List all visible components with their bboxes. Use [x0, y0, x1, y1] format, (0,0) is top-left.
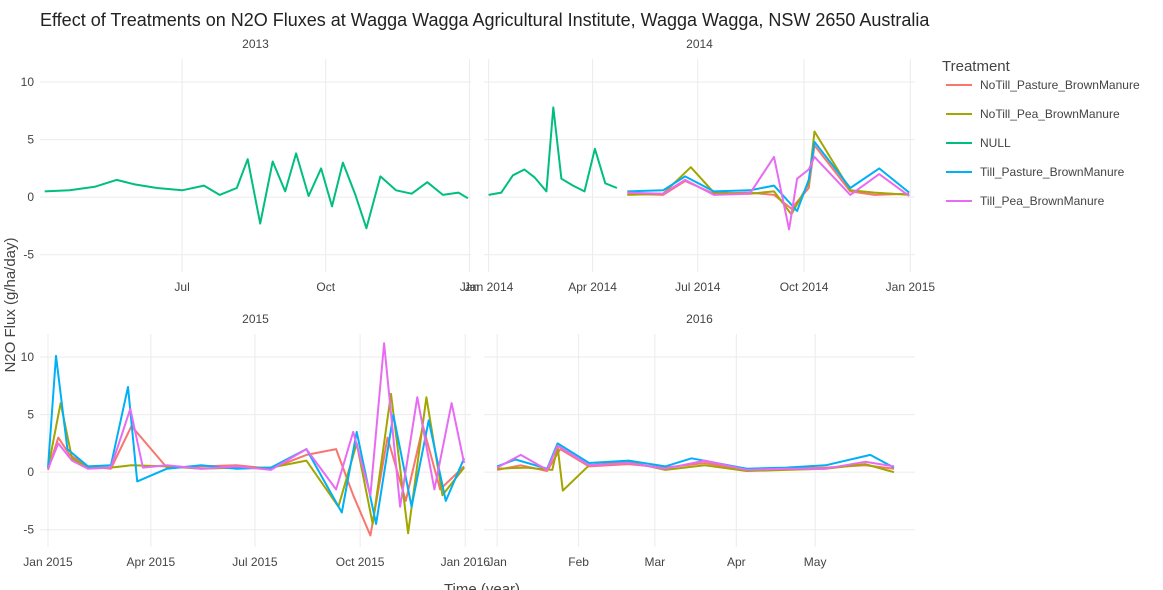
series-line-till-pasture-brownmanure: [627, 140, 910, 212]
facet-title: 2015: [242, 312, 269, 326]
x-tick-label: Apr 2015: [127, 555, 176, 569]
chart-title: Effect of Treatments on N2O Fluxes at Wa…: [40, 10, 930, 30]
legend-label: NoTill_Pea_BrownManure: [980, 107, 1120, 121]
series-line-notill-pasture-brownmanure: [496, 448, 895, 472]
x-tick-label: May: [804, 555, 827, 569]
legend-item: Till_Pasture_BrownManure: [946, 165, 1125, 179]
x-tick-label: Mar: [644, 555, 665, 569]
x-tick-label: Jul 2015: [232, 555, 278, 569]
legend-label: NoTill_Pasture_BrownManure: [980, 78, 1140, 92]
legend: NoTill_Pasture_BrownManure NoTill_Pea_Bro…: [946, 78, 1140, 208]
legend-label: NULL: [980, 136, 1011, 150]
x-tick-label: Apr: [727, 555, 746, 569]
series-line-null: [488, 106, 618, 196]
facet-panel-2015: 2015 -5 0 5 10 Jan 2015 Apr 2015 Jul 2015 Oct 20…: [21, 312, 491, 569]
x-tick-label: Jul 2014: [675, 280, 721, 294]
x-tick-label: Jan 2014: [464, 280, 514, 294]
y-tick-label: 0: [27, 190, 34, 204]
x-tick-label: Feb: [568, 555, 589, 569]
x-tick-label: Jan 2016: [441, 555, 491, 569]
facet-panel-2014: 2014 Jan 2014 Apr 2014 Jul 2014 Oct 2014 Jan …: [464, 37, 935, 294]
facet-title: 2014: [686, 37, 713, 51]
y-tick-label: -5: [23, 248, 34, 262]
series-line-null: [44, 152, 469, 230]
series-line-till-pea-brownmanure: [627, 155, 910, 231]
x-tick-label: Oct 2015: [336, 555, 385, 569]
y-tick-label: 0: [27, 465, 34, 479]
legend-title: Treatment: [942, 58, 1011, 75]
x-tick-label: Jan: [460, 280, 479, 294]
y-axis-title: N2O Flux (g/ha/day): [2, 237, 19, 372]
facet-panel-2013: 2013 -5 0 5 10 Jul Oct Jan: [21, 37, 479, 294]
x-axis-title: Time (year): [444, 581, 520, 590]
facet-panels: 2013 -5 0 5 10 Jul Oct Jan 2014 Jan 2014 Apr 2014 J…: [21, 37, 936, 569]
legend-item: NoTill_Pea_BrownManure: [946, 107, 1120, 121]
legend-label: Till_Pea_BrownManure: [980, 194, 1105, 208]
series-line-notill-pea-brownmanure: [497, 445, 895, 492]
y-tick-label: 5: [27, 408, 34, 422]
legend-item: Till_Pea_BrownManure: [946, 194, 1105, 208]
x-tick-label: Apr 2014: [568, 280, 617, 294]
x-tick-label: Jan: [487, 555, 506, 569]
x-tick-label: Jul: [174, 280, 189, 294]
y-tick-label: 10: [21, 350, 35, 364]
series-line-notill-pea-brownmanure: [627, 130, 910, 216]
legend-item: NoTill_Pasture_BrownManure: [946, 78, 1140, 92]
facet-panel-2016: 2016 Jan Feb Mar Apr May: [484, 312, 915, 569]
x-tick-label: Jan 2015: [23, 555, 73, 569]
facet-title: 2013: [242, 37, 269, 51]
legend-item: NULL: [946, 136, 1011, 150]
y-tick-label: 5: [27, 133, 34, 147]
legend-label: Till_Pasture_BrownManure: [980, 165, 1125, 179]
y-tick-label: 10: [21, 75, 35, 89]
x-tick-label: Jan 2015: [886, 280, 936, 294]
x-tick-label: Oct 2014: [780, 280, 829, 294]
y-tick-label: -5: [23, 523, 34, 537]
series-line-till-pea-brownmanure: [47, 342, 466, 508]
x-tick-label: Oct: [316, 280, 335, 294]
facet-title: 2016: [686, 312, 713, 326]
series-line-till-pea-brownmanure: [496, 444, 895, 471]
